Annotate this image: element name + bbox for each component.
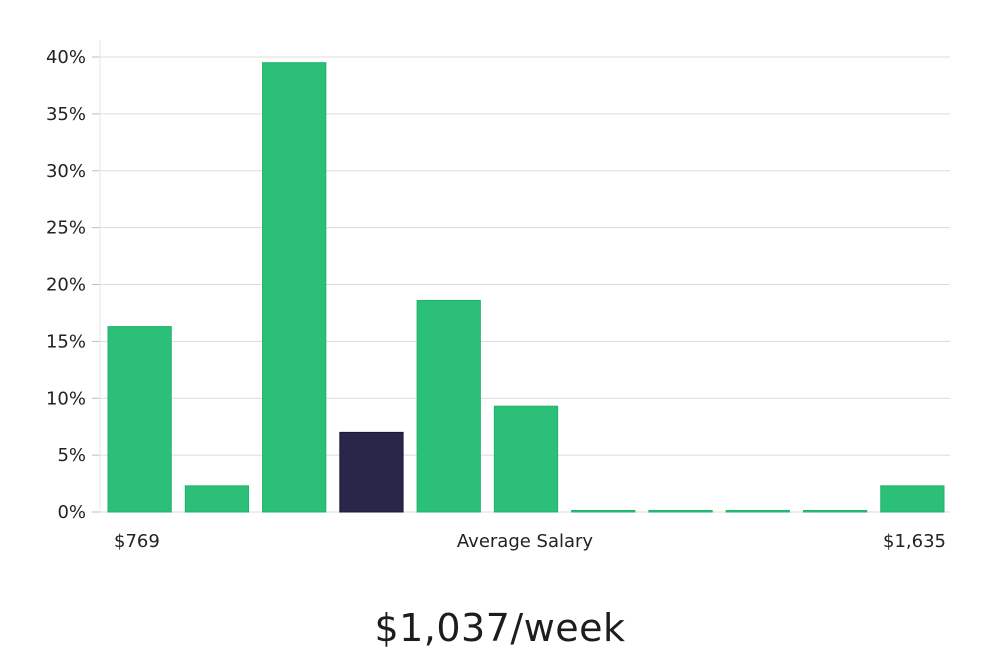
y-tick-label: 15%: [46, 331, 86, 352]
y-tick-label: 5%: [57, 445, 86, 466]
y-tick-label: 10%: [46, 388, 86, 409]
bar[interactable]: [107, 326, 172, 513]
x-max-label: $1,635: [883, 531, 946, 552]
bar-highlighted[interactable]: [339, 431, 404, 513]
bar[interactable]: [571, 510, 636, 513]
bar[interactable]: [648, 510, 713, 513]
average-weekly-salary: $1,037/week: [374, 606, 626, 650]
salary-histogram: 0% 5% 10% 15% 20% 25% 30% 35% 40% $769 Average S…: [46, 40, 950, 552]
bars: [107, 62, 945, 513]
x-axis-title: Average Salary: [457, 531, 594, 552]
bar[interactable]: [802, 510, 868, 513]
y-tick-label: 20%: [46, 275, 86, 296]
y-axis: 0% 5% 10% 15% 20% 25% 30% 35% 40%: [46, 47, 100, 523]
x-min-label: $769: [114, 531, 160, 552]
bar[interactable]: [184, 485, 250, 513]
y-tick-label: 0%: [57, 502, 86, 523]
bar[interactable]: [416, 299, 481, 513]
bar[interactable]: [880, 485, 945, 513]
grid-lines: [100, 56, 950, 513]
y-tick-label: 30%: [46, 161, 86, 182]
bar[interactable]: [262, 62, 327, 513]
y-tick-label: 25%: [46, 218, 86, 239]
y-tick-label: 35%: [46, 104, 86, 125]
bar[interactable]: [493, 405, 559, 513]
bar[interactable]: [725, 510, 790, 513]
y-tick-label: 40%: [46, 47, 86, 68]
